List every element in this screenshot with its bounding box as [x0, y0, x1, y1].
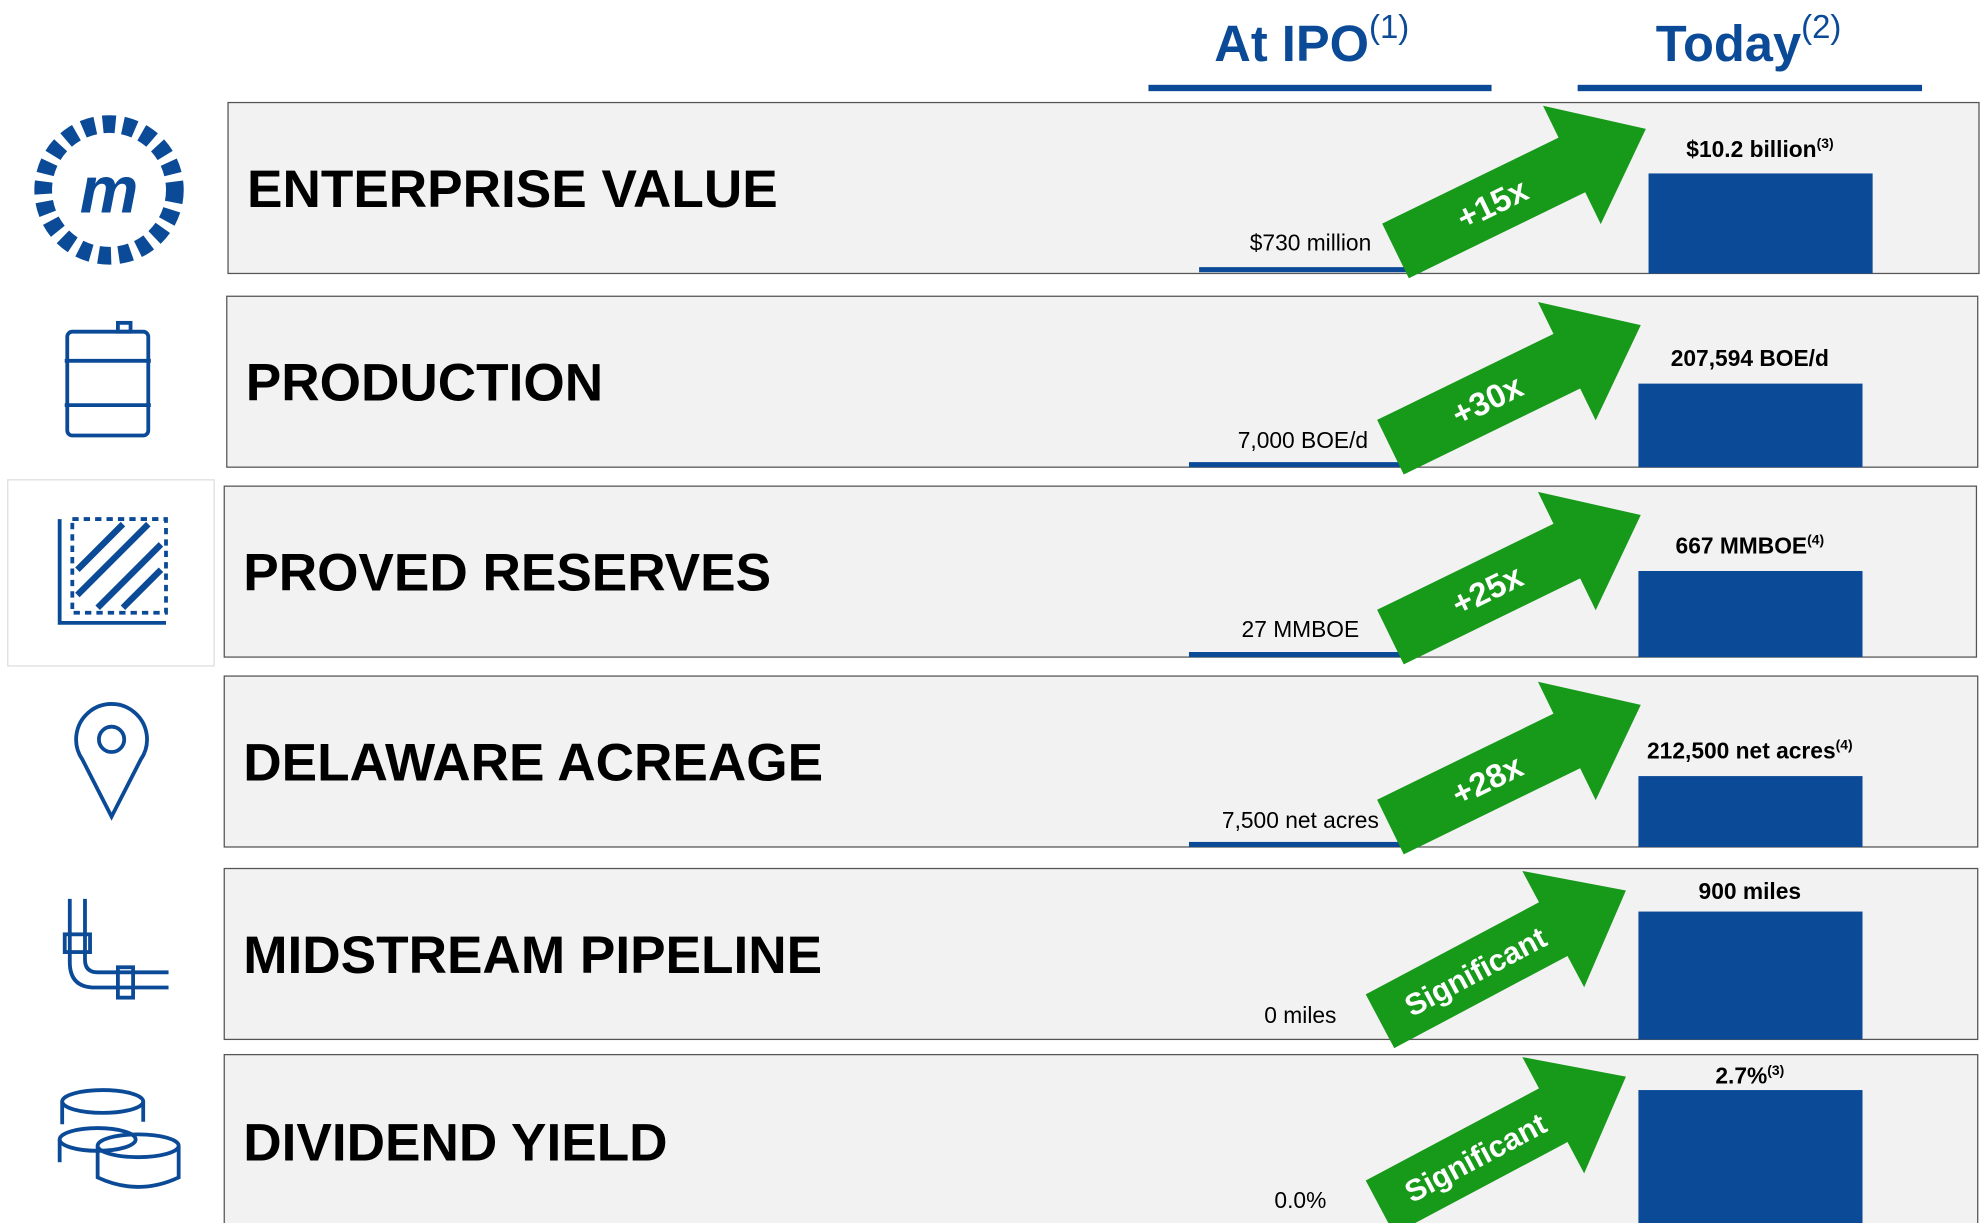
arrow-shape	[1377, 301, 1641, 475]
header-today-underline	[1577, 84, 1923, 92]
ipo-bar	[1188, 652, 1412, 658]
header-ipo-text: At IPO	[1214, 15, 1369, 72]
ipo-value: $730 million	[1250, 230, 1372, 256]
today-bar	[1638, 776, 1863, 847]
today-value-text: 667 MMBOE	[1676, 532, 1808, 558]
ipo-bar	[1188, 462, 1412, 468]
today-value: 900 miles	[1699, 878, 1802, 904]
row-label: DELAWARE ACREAGE	[243, 734, 823, 793]
coins-icon	[57, 1088, 181, 1189]
header-today-note: (2)	[1801, 8, 1841, 45]
today-value: $10.2 billion(3)	[1686, 135, 1833, 162]
row-label: MIDSTREAM PIPELINE	[243, 926, 822, 985]
today-bar	[1638, 1090, 1863, 1223]
today-bar	[1638, 570, 1863, 658]
today-value-text: 900 miles	[1699, 878, 1802, 904]
ipo-value: 27 MMBOE	[1242, 616, 1360, 642]
header-ipo: At IPO(1)	[1214, 8, 1409, 72]
pin-icon	[74, 702, 149, 821]
row: DELAWARE ACREAGE 7,500 net acres 212,500 n…	[223, 675, 1979, 855]
today-bar	[1648, 173, 1873, 274]
arrow-shape	[1377, 491, 1641, 665]
row: ENTERPRISE VALUE $730 million $10.2 billio…	[227, 101, 1980, 279]
header-today: Today(2)	[1656, 8, 1842, 72]
today-note: (4)	[1807, 531, 1824, 547]
today-value: 207,594 BOE/d	[1671, 345, 1829, 371]
header-ipo-underline	[1148, 84, 1492, 92]
today-value-text: $10.2 billion	[1686, 136, 1816, 162]
header-ipo-note: (1)	[1369, 8, 1409, 45]
arrow-shape	[1377, 681, 1641, 855]
today-value-text: 207,594 BOE/d	[1671, 345, 1829, 371]
today-bar	[1638, 911, 1863, 1040]
ipo-bar	[1199, 267, 1422, 273]
today-note: (4)	[1836, 736, 1853, 752]
ipo-value: 7,000 BOE/d	[1238, 427, 1368, 453]
today-value-text: 2.7%	[1715, 1063, 1767, 1089]
barrel-icon	[64, 320, 151, 438]
pipe-icon	[62, 898, 169, 1000]
icon-frame	[7, 479, 215, 667]
chart-icon	[57, 517, 168, 625]
arrow-shape	[1365, 1057, 1626, 1223]
row-label: DIVIDEND YIELD	[243, 1113, 667, 1172]
header-today-text: Today	[1656, 15, 1801, 72]
ipo-bar	[1188, 841, 1412, 847]
icons: m	[7, 115, 215, 1189]
svg-text:m: m	[80, 153, 139, 227]
logo-icon: m	[34, 115, 184, 265]
today-value: 212,500 net acres(4)	[1647, 736, 1853, 763]
today-note: (3)	[1817, 135, 1834, 151]
ipo-value: 7,500 net acres	[1222, 807, 1379, 833]
arrow-shape	[1382, 105, 1646, 279]
ipo-value: 0.0%	[1274, 1187, 1326, 1213]
today-value-text: 212,500 net acres	[1647, 737, 1836, 763]
row-label: ENTERPRISE VALUE	[247, 160, 778, 219]
today-bar	[1638, 383, 1863, 468]
row-label: PROVED RESERVES	[243, 544, 771, 603]
ipo-value: 0 miles	[1264, 1002, 1336, 1028]
row-label: PRODUCTION	[246, 354, 603, 413]
today-value: 2.7%(3)	[1715, 1062, 1784, 1089]
arrow-shape	[1365, 870, 1626, 1049]
today-value: 667 MMBOE(4)	[1676, 531, 1825, 558]
today-note: (3)	[1767, 1062, 1784, 1078]
